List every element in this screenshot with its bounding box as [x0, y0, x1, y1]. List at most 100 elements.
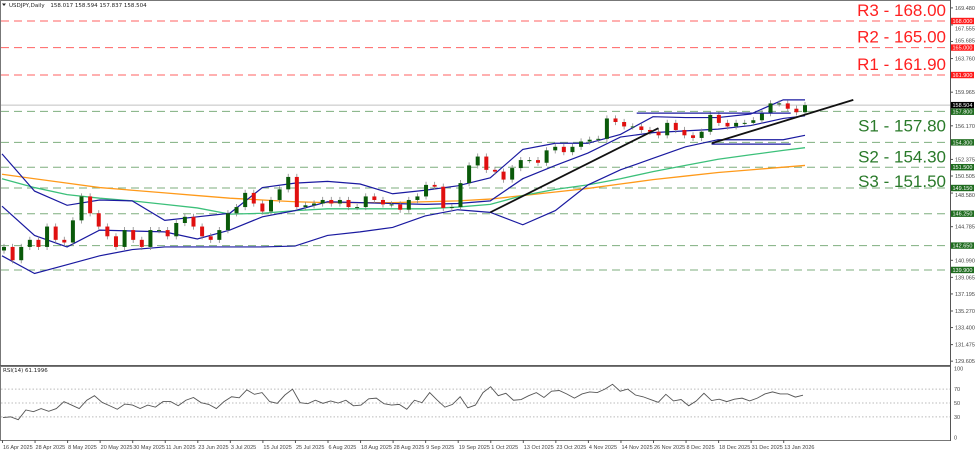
candle	[803, 102, 807, 116]
candle	[19, 243, 24, 264]
candle-bull	[337, 199, 342, 204]
x-tick-label: 11 Jun 2025	[166, 445, 196, 451]
candle-bull	[596, 138, 601, 140]
candle-bear	[10, 246, 15, 261]
candle	[139, 236, 144, 251]
candle	[363, 193, 368, 211]
candle	[449, 203, 454, 212]
axis-level-tag: 142.650	[951, 242, 974, 250]
axis-level-tag-bg	[951, 210, 974, 217]
rsi-header: RSI(14) 61.1996	[3, 368, 48, 374]
candle-bull	[570, 146, 575, 153]
candle-bull	[708, 114, 713, 132]
candle	[96, 210, 101, 230]
candle-bull	[544, 150, 549, 163]
axis-level-tag-bg	[951, 71, 974, 79]
candle-bull	[699, 131, 704, 138]
rsi-tick-label: 100	[954, 366, 963, 372]
price-panel[interactable]: R3 - 168.00 R2 - 165.00 R1 - 161.90 S1 - 15…	[0, 0, 951, 367]
y-tick-label: 144.785	[955, 225, 975, 231]
x-tick-label: 6 Aug 2025	[329, 445, 357, 451]
y-tick-label: 163.760	[955, 57, 975, 63]
candle	[234, 203, 239, 217]
candle	[113, 233, 118, 251]
candle	[484, 153, 489, 173]
axis-level-tag: 157.800	[951, 108, 974, 116]
candle-bull	[243, 192, 248, 208]
collapse-arrow-icon[interactable]	[2, 3, 6, 7]
candle	[165, 226, 170, 240]
candle-bull	[174, 223, 179, 237]
candle-bull	[510, 168, 515, 180]
axis-level-tag: 161.900	[951, 71, 974, 79]
y-tick-label: 133.400	[955, 326, 975, 332]
candle	[36, 236, 41, 251]
candle-bull	[768, 103, 773, 114]
candle-bear	[346, 199, 351, 208]
candle	[148, 226, 153, 251]
level-label-support: S1 - 157.80	[858, 116, 946, 135]
rsi-tick-label: 50	[954, 401, 960, 407]
current-price-tag-text: 158.504	[953, 103, 973, 109]
level-label-support: S2 - 154.30	[858, 147, 946, 166]
axis-level-tag-bg	[951, 108, 974, 115]
axis-level-tag-text: 165.000	[953, 46, 973, 52]
candle	[88, 193, 93, 217]
bollinger-upper	[1, 99, 805, 221]
candle	[380, 196, 385, 208]
candle	[303, 202, 308, 211]
candle-bear	[329, 199, 334, 204]
candle-bear	[484, 156, 489, 170]
candle	[492, 166, 497, 175]
candle-bear	[492, 169, 497, 172]
candle	[561, 143, 566, 156]
candle-bull	[269, 199, 273, 212]
candle	[337, 196, 342, 207]
candle	[725, 119, 730, 130]
candle	[277, 186, 282, 204]
axis-level-tag-bg	[951, 44, 974, 51]
candle-bear	[53, 226, 58, 240]
candle	[406, 196, 411, 213]
candle-bull	[355, 207, 360, 209]
rsi-tick-label: 70	[954, 387, 960, 393]
candle	[536, 157, 540, 166]
axis-level-tag-text: 154.300	[953, 140, 973, 146]
candle-bull	[527, 160, 532, 162]
candle	[182, 213, 187, 227]
candle-bear	[208, 236, 213, 240]
candle	[191, 213, 196, 230]
candle-bear	[251, 192, 256, 204]
candle	[604, 115, 609, 142]
candle	[389, 201, 394, 208]
candle	[613, 115, 618, 126]
candle	[312, 200, 317, 209]
candle-bear	[682, 129, 687, 136]
candle	[286, 173, 291, 193]
candle	[458, 180, 463, 211]
candle-bear	[294, 176, 299, 208]
candle	[208, 233, 213, 243]
candle	[579, 138, 584, 150]
axis-level-tag-bg	[951, 163, 974, 171]
candle-bear	[639, 126, 644, 130]
candle-bull	[630, 126, 635, 128]
y-tick-label: 156.170	[955, 124, 975, 130]
candle	[174, 219, 179, 240]
axis-level-tag: 139.900	[951, 266, 974, 274]
axis-level-tag-text: 149.150	[953, 186, 973, 192]
candle-bull	[70, 220, 75, 243]
candle-bull	[734, 122, 739, 127]
candle	[734, 119, 739, 130]
candle-bull	[312, 203, 317, 206]
axis-level-tag-bg	[951, 242, 974, 249]
candle	[647, 126, 652, 135]
y-tick-label: 159.965	[955, 90, 975, 96]
candle	[269, 196, 273, 215]
x-tick-label: 9 Sep 2025	[426, 445, 454, 451]
candle	[432, 181, 437, 190]
candle	[699, 128, 704, 142]
rsi-tick-label: 30	[954, 415, 960, 421]
x-tick-label: 15 Jul 2025	[263, 445, 291, 451]
